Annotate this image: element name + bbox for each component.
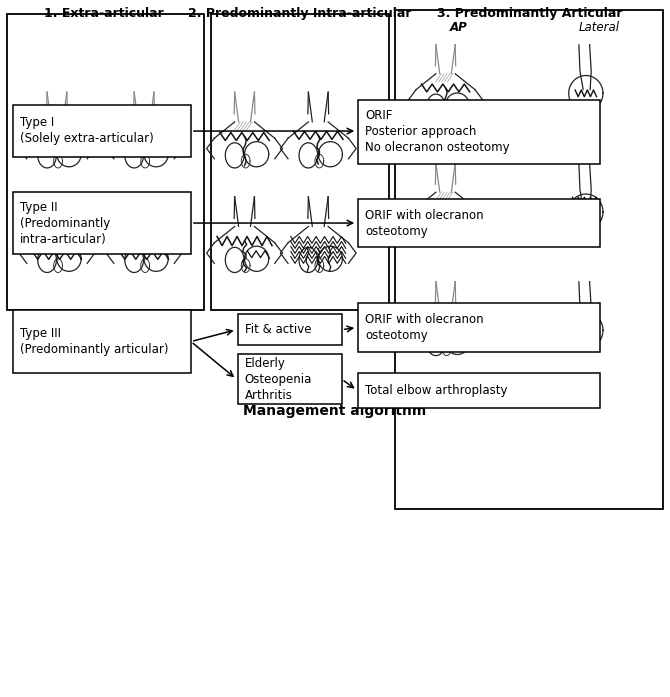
Bar: [13, 105, 191, 157]
Text: ORIF
Posterior approach
No olecranon osteotomy: ORIF Posterior approach No olecranon ost…: [365, 109, 510, 154]
Text: Type I
(Solely extra-articular): Type I (Solely extra-articular): [20, 116, 154, 145]
Text: Fit & active: Fit & active: [245, 323, 311, 336]
Bar: [13, 192, 191, 254]
Bar: [358, 199, 600, 247]
Text: 3. Predominantly Articular: 3. Predominantly Articular: [437, 7, 622, 20]
Bar: [238, 354, 342, 404]
Text: Type III
(Predominantly articular): Type III (Predominantly articular): [20, 327, 169, 356]
Text: ORIF with olecranon
osteotomy: ORIF with olecranon osteotomy: [365, 313, 484, 342]
Text: Elderly
Osteopenia
Arthritis: Elderly Osteopenia Arthritis: [245, 357, 312, 401]
Bar: [358, 303, 600, 352]
Bar: [395, 10, 663, 509]
Bar: [358, 100, 600, 164]
Text: ORIF with olecranon
osteotomy: ORIF with olecranon osteotomy: [365, 208, 484, 238]
Bar: [7, 14, 204, 310]
Bar: [358, 373, 600, 408]
Text: Management algorithm: Management algorithm: [243, 404, 427, 418]
Bar: [211, 14, 389, 310]
Text: Lateral: Lateral: [579, 21, 620, 34]
Bar: [13, 310, 191, 373]
Bar: [238, 314, 342, 345]
Text: 1. Extra-articular: 1. Extra-articular: [44, 7, 163, 20]
Text: Total elbow arthroplasty: Total elbow arthroplasty: [365, 384, 508, 397]
Text: AP: AP: [450, 21, 468, 34]
Text: 2. Predominantly Intra-articular: 2. Predominantly Intra-articular: [188, 7, 412, 20]
Text: Type II
(Predominantly
intra-articular): Type II (Predominantly intra-articular): [20, 201, 111, 245]
